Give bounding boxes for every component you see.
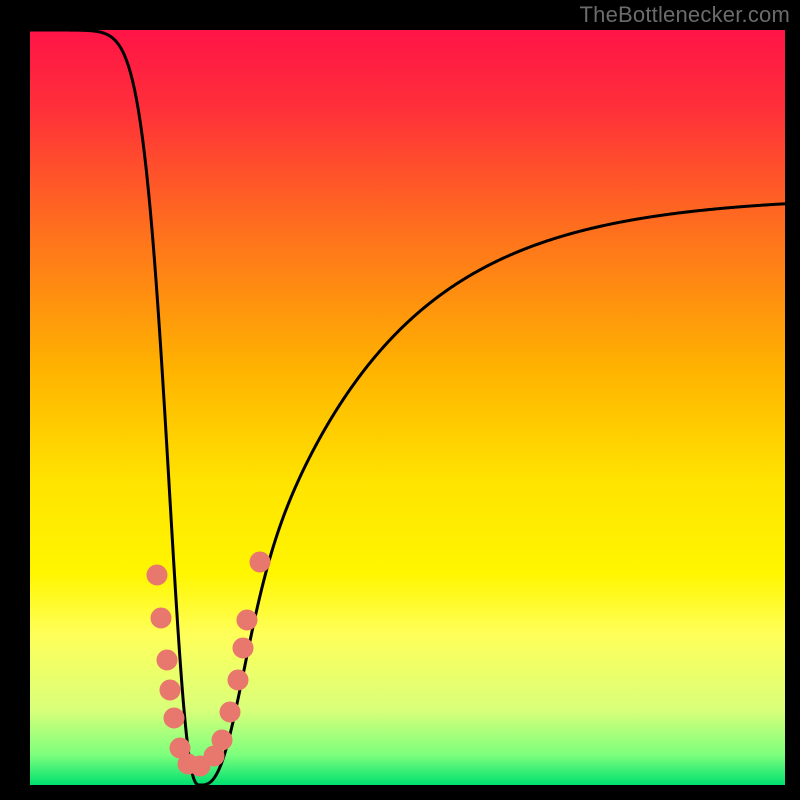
data-marker	[250, 552, 270, 572]
data-marker	[228, 670, 248, 690]
data-marker	[164, 708, 184, 728]
data-marker	[157, 650, 177, 670]
data-marker	[147, 565, 167, 585]
data-marker	[160, 680, 180, 700]
data-marker	[237, 610, 257, 630]
data-markers-group	[147, 552, 270, 776]
bottleneck-curve	[30, 30, 785, 785]
chart-svg	[0, 0, 800, 800]
data-marker	[212, 730, 232, 750]
data-marker	[233, 638, 253, 658]
chart-stage: TheBottlenecker.com	[0, 0, 800, 800]
data-marker	[220, 702, 240, 722]
data-marker	[151, 608, 171, 628]
watermark-text: TheBottlenecker.com	[580, 2, 790, 28]
